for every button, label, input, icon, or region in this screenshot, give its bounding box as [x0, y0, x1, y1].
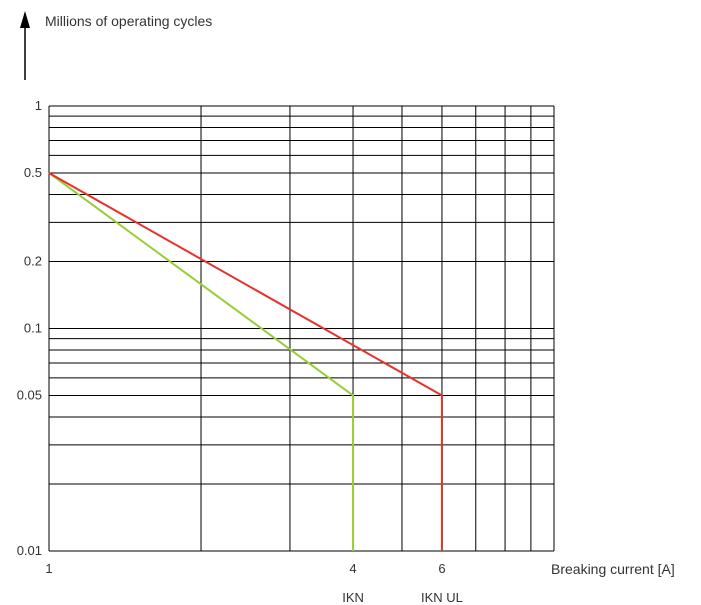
current-marker-label: IKN — [342, 590, 364, 605]
x-axis-title: Breaking current [A] — [551, 561, 675, 577]
series-line-1 — [48, 172, 355, 551]
y-tick-label: 0.2 — [24, 254, 42, 269]
x-tick-labels: 1 4 6 — [45, 561, 445, 576]
series-line-2 — [48, 172, 443, 551]
series-group — [48, 172, 443, 551]
y-tick-labels: 1 0.5 0.2 0.1 0.05 0.01 — [17, 98, 42, 558]
x-tick-label: 1 — [45, 561, 52, 576]
y-tick-label: 1 — [35, 98, 42, 113]
y-tick-label: 0.01 — [17, 543, 42, 558]
y-tick-label: 0.5 — [24, 165, 42, 180]
x-tick-label: 6 — [438, 561, 445, 576]
y-tick-label: 0.1 — [24, 321, 42, 336]
y-axis-arrow-head — [20, 11, 30, 28]
grid — [48, 105, 555, 552]
y-axis-title: Millions of operating cycles — [45, 13, 212, 29]
x-tick-label: 4 — [349, 561, 356, 576]
current-marker-labels: IKN IKN UL — [342, 590, 463, 605]
current-marker-label: IKN UL — [421, 590, 463, 605]
y-tick-label: 0.05 — [17, 387, 42, 402]
